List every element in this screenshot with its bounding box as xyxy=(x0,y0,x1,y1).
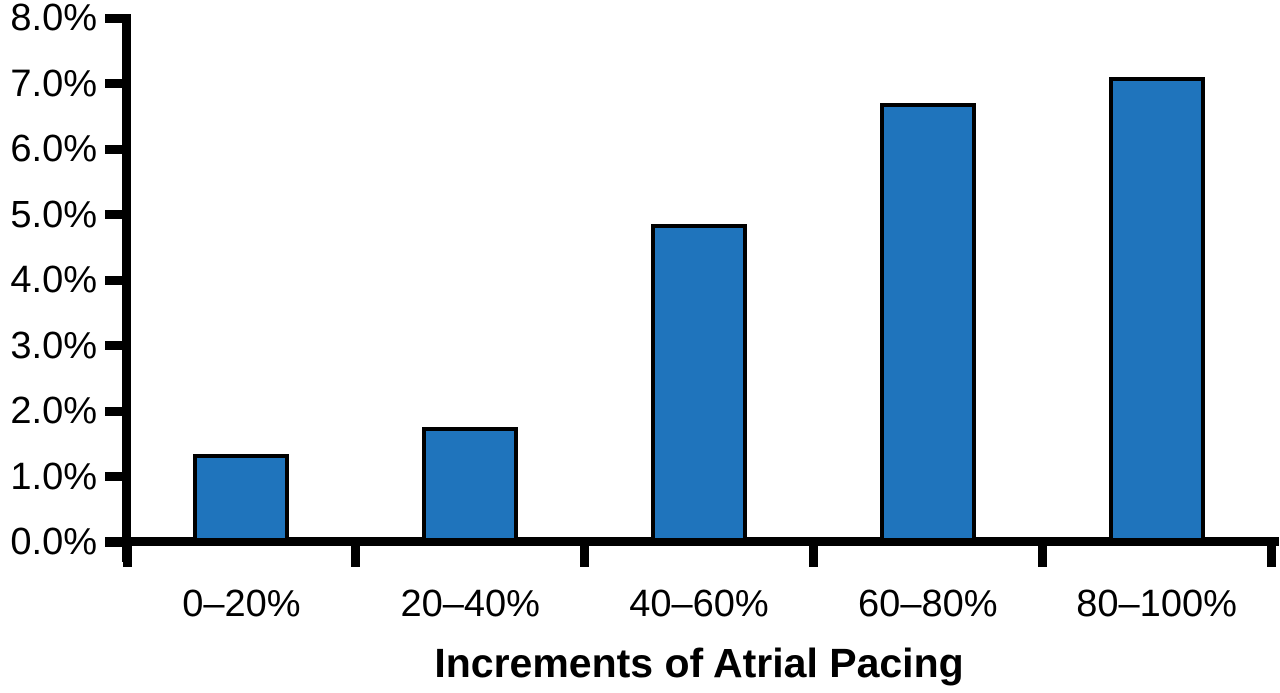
y-axis-tick xyxy=(105,13,131,23)
y-axis-tick-label: 5.0% xyxy=(10,193,97,236)
y-axis-tick-label: 1.0% xyxy=(10,455,97,498)
y-axis-tick xyxy=(105,537,131,547)
y-axis-tick xyxy=(105,210,131,219)
x-axis-tick-label: 20–40% xyxy=(400,583,540,625)
y-axis-tick-label: 4.0% xyxy=(10,259,97,301)
x-axis-tick-label: 0–20% xyxy=(182,583,301,625)
bar xyxy=(651,224,747,538)
x-axis-tick xyxy=(122,542,132,567)
x-axis-title: Increments of Atrial Pacing xyxy=(434,640,964,686)
y-axis-tick xyxy=(105,406,131,416)
x-axis-tick xyxy=(808,542,818,567)
y-axis-tick-label: 3.0% xyxy=(10,324,97,367)
y-axis-tick-label: 8.0% xyxy=(10,0,97,39)
y-axis-tick-label: 2.0% xyxy=(10,390,97,432)
x-axis-tick-label: 60–80% xyxy=(858,583,998,625)
bar xyxy=(879,103,976,538)
x-axis-tick-label: 40–60% xyxy=(629,583,769,625)
bar xyxy=(193,454,290,538)
x-axis-tick xyxy=(580,542,590,567)
y-axis-tick xyxy=(105,275,131,285)
y-axis-tick-label: 7.0% xyxy=(10,62,97,105)
x-axis-tick xyxy=(1266,542,1276,567)
y-axis-tick xyxy=(105,144,131,154)
y-axis-tick-label: 6.0% xyxy=(10,128,97,170)
x-axis-line xyxy=(105,537,1279,546)
x-axis-tick xyxy=(1037,542,1047,567)
y-axis-tick xyxy=(105,341,131,350)
y-axis-tick-label: 0.0% xyxy=(10,521,97,563)
y-axis-line xyxy=(122,14,131,562)
bar xyxy=(1108,77,1205,538)
x-axis-tick xyxy=(351,542,361,567)
bar xyxy=(422,427,519,538)
y-axis-tick xyxy=(105,79,131,88)
y-axis-tick xyxy=(105,472,131,481)
x-axis-tick-label: 80–100% xyxy=(1076,583,1237,625)
